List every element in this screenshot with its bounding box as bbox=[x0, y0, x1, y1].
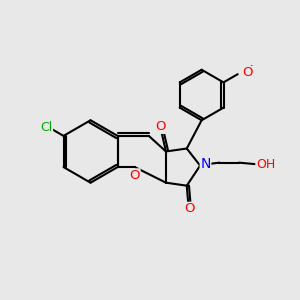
Text: OH: OH bbox=[256, 158, 275, 171]
Text: N: N bbox=[200, 157, 211, 171]
Text: O: O bbox=[155, 120, 165, 133]
Text: Cl: Cl bbox=[40, 121, 52, 134]
Text: O: O bbox=[184, 202, 195, 215]
Text: O: O bbox=[130, 169, 140, 182]
Text: O: O bbox=[242, 66, 252, 79]
